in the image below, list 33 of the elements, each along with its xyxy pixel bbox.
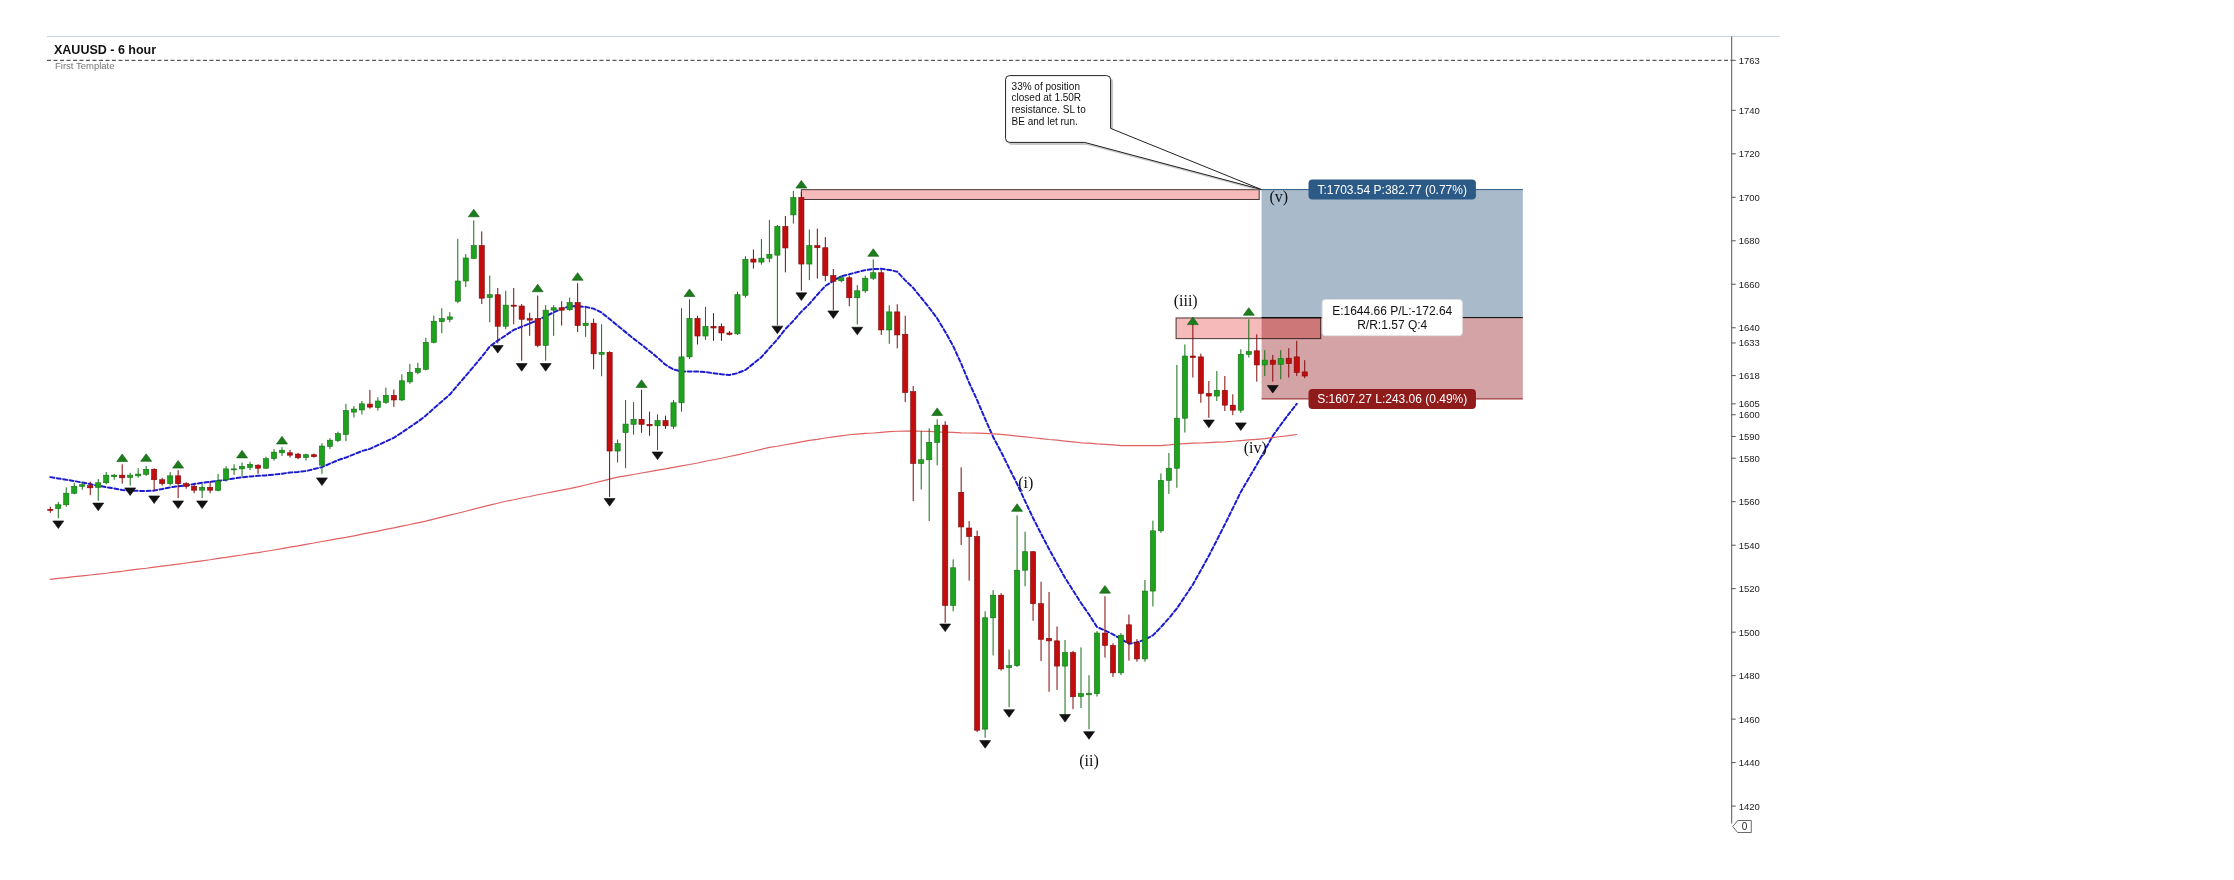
y-tick-label: 1763 [1738,54,1760,66]
y-tick-label: 1700 [1738,191,1760,203]
ref-line-label: T:1703.54 P:382.77 (0.77%) [1317,182,1467,197]
ref-line-label: E:1644.66 P/L:-172.64 R/R:1.57 Q:4 [1332,303,1453,333]
y-tick-label: 1600 [1738,409,1760,421]
y-tick-label: 1740 [1738,104,1760,116]
y-tick-label: 1560 [1738,496,1760,508]
text: 0 [1741,821,1748,832]
y-tick-label: 1460 [1738,713,1760,725]
text: First Template [55,60,115,71]
annotation: (iii) [1173,291,1198,310]
y-tick-label: 1540 [1738,539,1760,551]
ref-line-label: S:1607.27 L:243.06 (0.49%) [1317,391,1468,406]
annotation: (i) [1018,474,1034,493]
y-tick-label: 1440 [1738,757,1760,769]
y-tick-label: 1420 [1738,800,1760,812]
y-tick-label: 1720 [1738,148,1760,160]
y-tick-label: 1580 [1738,452,1760,464]
text: XAUUSD - 6 hour [54,43,157,57]
y-tick-label: 1590 [1738,430,1760,442]
annotation: (iv) [1243,439,1267,458]
y-tick-label: 1520 [1738,583,1760,595]
y-tick-label: 1633 [1738,337,1760,349]
y-tick-label: 1640 [1738,322,1760,334]
y-tick-label: 1680 [1738,235,1760,247]
annotation: 33% of position closed at 1.50R resistance. SL to BE and let run. [1011,80,1087,127]
annotation: (v) [1269,188,1289,207]
y-tick-label: 1660 [1738,278,1760,290]
y-tick-label: 1480 [1738,670,1760,682]
y-tick-label: 1500 [1738,626,1760,638]
y-tick-label: 1605 [1738,398,1760,410]
annotation: (ii) [1079,751,1099,770]
y-tick-label: 1618 [1738,370,1760,382]
